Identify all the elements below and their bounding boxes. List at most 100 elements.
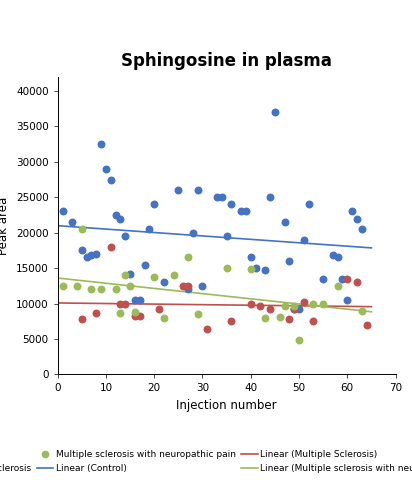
Point	[300, 236, 307, 244]
Point	[296, 336, 302, 344]
Point	[59, 207, 66, 215]
Point	[291, 302, 297, 310]
Point	[79, 247, 85, 254]
Point	[98, 286, 104, 293]
Point	[286, 315, 293, 323]
Point	[79, 315, 85, 323]
Point	[339, 275, 346, 283]
Point	[136, 296, 143, 304]
Point	[204, 325, 211, 333]
Point	[296, 305, 302, 313]
Title: Sphingosine in plasma: Sphingosine in plasma	[121, 52, 332, 70]
Point	[272, 108, 278, 116]
Point	[112, 211, 119, 219]
Point	[358, 307, 365, 314]
Point	[243, 207, 249, 215]
Point	[194, 186, 201, 194]
Point	[122, 232, 129, 240]
Point	[112, 286, 119, 293]
Y-axis label: Peak area: Peak area	[0, 196, 10, 255]
Point	[108, 176, 114, 183]
Point	[320, 300, 326, 307]
Point	[117, 300, 124, 307]
Point	[320, 275, 326, 283]
Point	[194, 311, 201, 318]
Point	[214, 193, 220, 201]
Point	[151, 273, 157, 280]
Point	[122, 300, 129, 307]
Point	[358, 225, 365, 233]
Point	[127, 270, 133, 277]
Point	[267, 305, 273, 313]
Point	[98, 140, 104, 148]
Point	[300, 298, 307, 306]
Point	[353, 215, 360, 222]
Point	[223, 232, 230, 240]
Point	[310, 317, 317, 325]
Point	[334, 282, 341, 289]
Point	[267, 193, 273, 201]
Point	[291, 305, 297, 313]
Point	[185, 286, 191, 293]
Point	[117, 215, 124, 222]
Point	[108, 243, 114, 251]
Point	[257, 302, 264, 310]
Point	[127, 282, 133, 289]
Point	[363, 321, 370, 329]
Point	[185, 253, 191, 261]
Point	[344, 275, 351, 283]
Point	[291, 305, 297, 312]
Point	[262, 266, 269, 274]
Point	[248, 265, 254, 273]
Point	[276, 313, 283, 321]
Point	[305, 201, 312, 208]
Point	[170, 271, 177, 279]
Point	[344, 296, 351, 304]
Point	[334, 253, 341, 261]
Point	[199, 282, 206, 289]
Point	[117, 309, 124, 317]
X-axis label: Injection number: Injection number	[176, 399, 277, 412]
Point	[74, 282, 80, 289]
Point	[262, 314, 269, 322]
Point	[122, 271, 129, 279]
Point	[228, 201, 235, 208]
Point	[248, 300, 254, 308]
Point	[103, 165, 109, 173]
Point	[223, 264, 230, 272]
Point	[161, 314, 167, 322]
Point	[141, 261, 148, 268]
Point	[185, 282, 191, 289]
Legend: Control, Multiple Sclerosis, Multiple sclerosis with neuropathic pain, Linear (C: Control, Multiple Sclerosis, Multiple sc…	[0, 447, 412, 476]
Point	[136, 312, 143, 319]
Point	[180, 282, 187, 289]
Point	[146, 225, 153, 233]
Point	[238, 207, 244, 215]
Point	[69, 218, 75, 226]
Point	[190, 229, 196, 237]
Point	[59, 282, 66, 289]
Point	[131, 308, 138, 316]
Point	[131, 296, 138, 304]
Point	[252, 264, 259, 272]
Point	[330, 252, 336, 259]
Point	[286, 257, 293, 265]
Point	[248, 253, 254, 261]
Point	[228, 317, 235, 325]
Point	[83, 253, 90, 261]
Point	[93, 310, 100, 317]
Point	[88, 286, 95, 293]
Point	[281, 218, 288, 226]
Point	[353, 278, 360, 286]
Point	[310, 300, 317, 307]
Point	[218, 193, 225, 201]
Point	[349, 207, 356, 215]
Point	[161, 278, 167, 286]
Point	[175, 186, 182, 194]
Point	[79, 225, 85, 233]
Point	[131, 312, 138, 320]
Point	[281, 302, 288, 310]
Point	[93, 250, 100, 258]
Point	[151, 201, 157, 208]
Point	[88, 252, 95, 259]
